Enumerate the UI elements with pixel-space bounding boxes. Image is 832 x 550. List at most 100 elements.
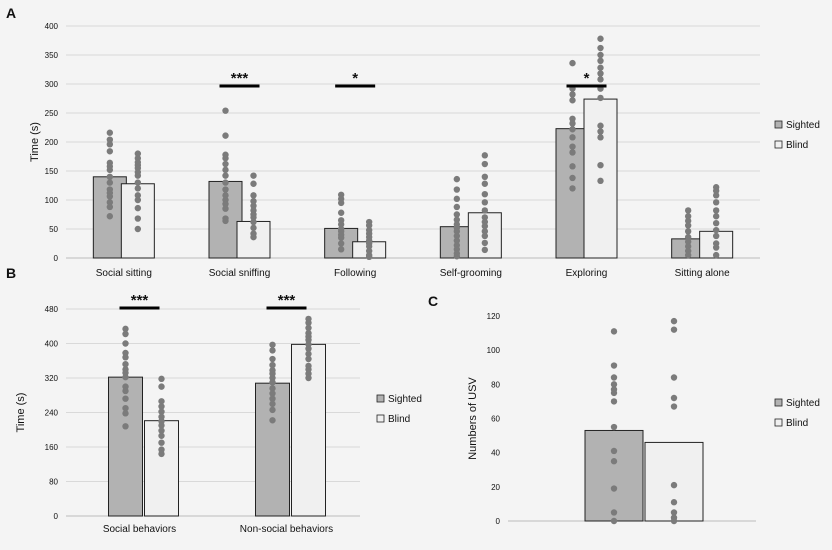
data-point — [222, 179, 229, 186]
data-point — [337, 234, 345, 241]
data-point — [158, 398, 165, 405]
data-point — [365, 243, 373, 250]
data-point — [481, 214, 489, 221]
data-point — [670, 326, 678, 333]
data-point — [670, 403, 678, 410]
data-point — [453, 203, 461, 211]
data-point — [712, 207, 720, 214]
y-tick-label: 0 — [54, 254, 59, 263]
data-point — [453, 211, 461, 218]
data-point — [122, 373, 129, 381]
data-point — [134, 215, 142, 222]
data-point — [269, 355, 276, 363]
y-tick-label: 60 — [491, 415, 500, 424]
data-point — [684, 222, 692, 229]
y-tick-label: 240 — [45, 409, 59, 418]
y-tick-label: 300 — [45, 80, 59, 89]
data-point — [610, 389, 618, 397]
data-point — [670, 509, 678, 516]
data-point — [597, 57, 604, 64]
data-point — [269, 379, 276, 386]
data-point — [305, 345, 312, 352]
data-point — [158, 422, 165, 429]
data-point — [597, 51, 604, 59]
data-point — [106, 213, 114, 220]
data-point — [597, 177, 604, 185]
significance-label: *** — [231, 70, 249, 87]
data-point — [712, 213, 720, 220]
data-point — [569, 115, 576, 123]
y-tick-label: 150 — [45, 167, 59, 176]
data-point — [610, 458, 618, 465]
x-tick-label: Sitting alone — [675, 268, 730, 279]
data-point — [712, 232, 720, 240]
data-point — [610, 485, 618, 492]
y-tick-label: 80 — [49, 478, 58, 487]
y-tick-label: 50 — [49, 225, 58, 234]
data-point — [269, 395, 276, 402]
data-point — [269, 341, 276, 348]
data-point — [134, 192, 142, 199]
data-point — [670, 394, 678, 402]
chart-panel-c: 0 20 40 60 80 100 120 Numbers of USV Sighted Blin… — [467, 312, 820, 526]
data-point — [712, 244, 720, 251]
data-point — [269, 400, 276, 408]
data-point — [610, 423, 618, 431]
data-point — [610, 398, 618, 405]
data-point — [305, 324, 312, 332]
y-axis-label: Time (s) — [29, 122, 41, 162]
data-point — [250, 233, 257, 241]
data-point — [269, 361, 276, 369]
data-point — [610, 381, 618, 388]
data-point — [712, 251, 720, 259]
data-point — [122, 423, 129, 430]
legend-label: Sighted — [388, 394, 422, 405]
data-point — [250, 172, 257, 179]
data-point — [712, 226, 720, 234]
data-point — [222, 192, 229, 199]
y-tick-label: 0 — [54, 512, 59, 521]
data-point — [597, 70, 604, 77]
data-point — [158, 439, 165, 446]
data-point — [453, 228, 461, 235]
y-tick-label: 400 — [45, 22, 59, 31]
legend-label: Sighted — [786, 120, 820, 131]
data-point — [269, 417, 276, 424]
data-point — [222, 155, 229, 162]
data-point — [481, 228, 489, 235]
data-point — [250, 224, 257, 232]
data-point — [305, 350, 312, 358]
data-point — [670, 481, 678, 489]
data-point — [134, 179, 142, 186]
data-point — [134, 225, 142, 233]
data-point — [269, 406, 276, 414]
data-point — [269, 347, 276, 354]
data-point — [158, 408, 165, 415]
data-point — [684, 228, 692, 235]
data-point — [250, 214, 257, 221]
data-point — [610, 328, 618, 335]
data-point — [569, 149, 576, 156]
data-point — [158, 403, 165, 410]
data-point — [106, 193, 114, 200]
data-point — [610, 509, 618, 516]
y-tick-label: 100 — [45, 196, 59, 205]
data-point — [122, 325, 129, 333]
data-point — [337, 240, 345, 247]
data-point — [712, 199, 720, 206]
data-point — [569, 120, 576, 127]
data-point — [597, 94, 604, 102]
data-point — [481, 246, 489, 254]
data-point — [610, 362, 618, 369]
data-point — [365, 253, 373, 261]
data-point — [481, 152, 489, 159]
data-point — [712, 192, 720, 199]
data-point — [134, 150, 142, 157]
data-point — [670, 499, 678, 506]
data-point — [305, 319, 312, 326]
data-point — [122, 340, 129, 347]
data-point — [597, 122, 604, 129]
data-point — [481, 199, 489, 206]
data-point — [269, 390, 276, 397]
y-tick-label: 200 — [45, 138, 59, 147]
